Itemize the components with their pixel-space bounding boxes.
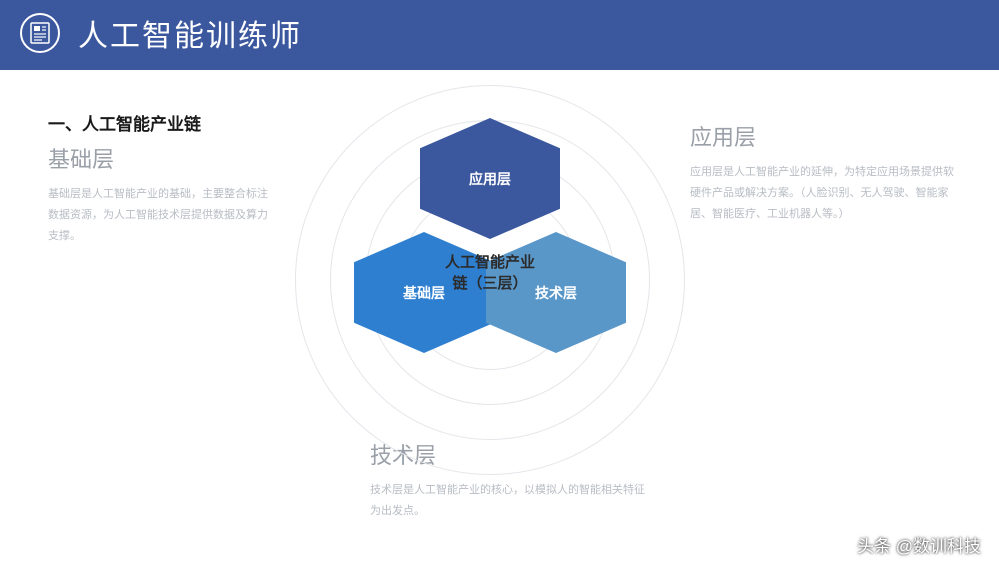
watermark: 头条 @数训科技: [857, 532, 981, 557]
hexagon-diagram: 应用层 基础层 技术层 人工智能产业链（三层）: [300, 100, 680, 460]
hexagon-label: 基础层: [403, 283, 445, 303]
block-title: 基础层: [48, 142, 278, 174]
document-icon: [20, 13, 60, 53]
page-title: 人工智能训练师: [78, 11, 302, 55]
block-body: 应用层是人工智能产业的延伸，为特定应用场景提供软硬件产品或解决方案。（人脸识别、…: [690, 162, 960, 225]
content-area: 一、人工智能产业链 基础层 基础层是人工智能产业的基础，主要整合标注数据资源，为…: [0, 70, 999, 565]
header-bar: 人工智能训练师: [0, 0, 999, 66]
block-foundation-layer: 基础层 基础层是人工智能产业的基础，主要整合标注数据资源，为人工智能技术层提供数…: [48, 142, 278, 247]
block-title: 应用层: [690, 120, 960, 152]
block-body: 技术层是人工智能产业的核心，以模拟人的智能相关特征为出发点。: [370, 480, 650, 522]
hexagon-label: 技术层: [535, 283, 577, 303]
block-application-layer: 应用层 应用层是人工智能产业的延伸，为特定应用场景提供软硬件产品或解决方案。（人…: [690, 120, 960, 225]
diagram-center-label: 人工智能产业链（三层）: [440, 252, 540, 294]
hexagon-label: 应用层: [469, 169, 511, 189]
block-body: 基础层是人工智能产业的基础，主要整合标注数据资源，为人工智能技术层提供数据及算力…: [48, 184, 278, 247]
section-heading: 一、人工智能产业链: [48, 110, 201, 135]
